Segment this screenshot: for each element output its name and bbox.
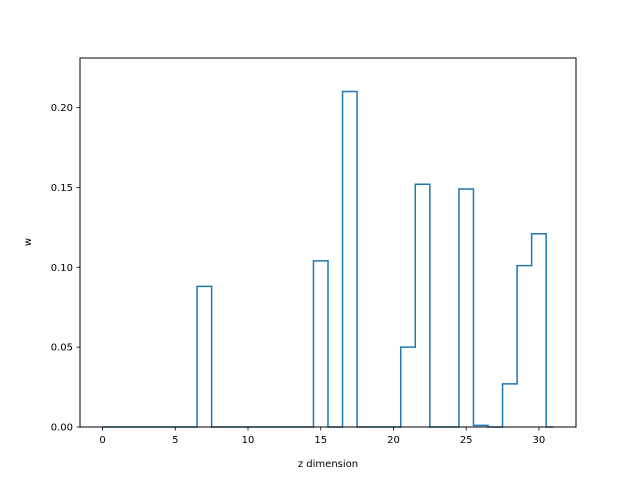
y-tick-label: 0.05	[51, 343, 73, 354]
y-tick-label: 0.20	[51, 103, 73, 114]
x-tick-label: 10	[242, 435, 255, 446]
y-tick-label: 0.00	[51, 423, 73, 434]
x-tick-label: 30	[533, 435, 546, 446]
y-axis-label: w	[23, 238, 34, 246]
x-tick-label: 0	[99, 435, 105, 446]
y-tick-label: 0.15	[51, 183, 73, 194]
x-tick-label: 25	[460, 435, 473, 446]
x-tick-label: 15	[314, 435, 327, 446]
y-axis: 0.00 0.05 0.10 0.15 0.20	[51, 103, 80, 434]
x-axis-label: z dimension	[298, 459, 358, 470]
x-tick-label: 20	[387, 435, 400, 446]
axes-frame	[79, 57, 577, 428]
y-tick-label: 0.10	[51, 263, 73, 274]
x-tick-label: 5	[172, 435, 178, 446]
x-axis: 0 5 10 15 20 25 30	[99, 427, 545, 446]
